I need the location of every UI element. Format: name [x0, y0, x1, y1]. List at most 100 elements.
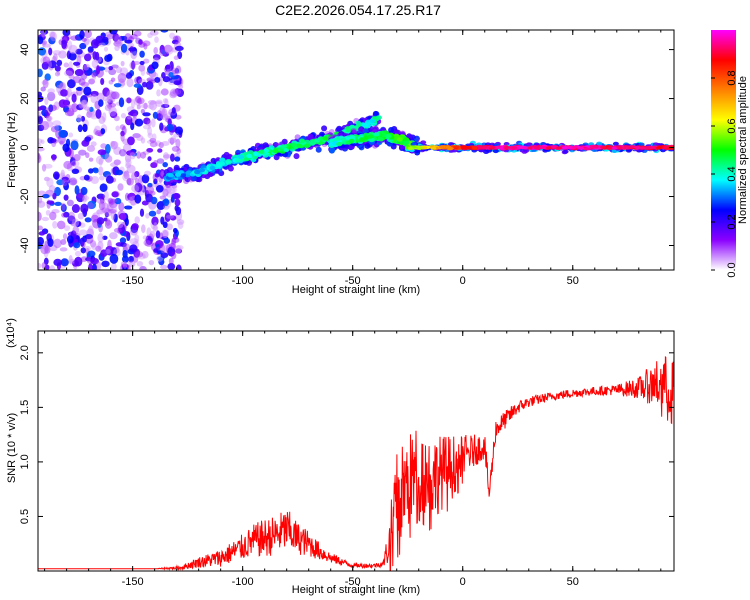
spectrogram-blob [166, 214, 174, 219]
spectrogram-blob [225, 160, 232, 165]
spectrogram-blob [139, 50, 145, 58]
spectrogram-blob [138, 41, 146, 48]
spectrogram-blob [147, 132, 153, 139]
spectrogram-blob [73, 154, 81, 162]
spectrogram-blob [362, 128, 369, 135]
spectrogram-blob [171, 237, 180, 243]
spectrogram-blob [58, 99, 68, 108]
spectrogram-blob [62, 30, 71, 37]
spectrogram-blob [49, 211, 57, 221]
spectrogram-blob [662, 145, 669, 149]
spectrogram-blob [91, 242, 97, 251]
spectrogram-blob [126, 115, 133, 120]
spectrogram-blob [124, 218, 129, 226]
snr-frame [37, 330, 675, 572]
spectrogram-blob [174, 156, 181, 162]
spectrogram-blob [134, 182, 143, 193]
spectrogram-blob [167, 246, 176, 257]
spectrogram-blob [349, 124, 356, 130]
spectrogram-blob [63, 194, 69, 201]
spectrogram-blob [70, 156, 76, 166]
spectrogram-blob [78, 229, 88, 236]
spectrogram-blob [52, 192, 57, 200]
spectrogram-blob [56, 179, 65, 186]
spectrogram-blob [489, 145, 496, 149]
spectrogram-blob [149, 30, 159, 36]
spectrogram-blob [321, 125, 328, 132]
spectrogram-blob [134, 251, 144, 258]
spectrogram-blob [87, 46, 94, 53]
spectrogram-blob [64, 98, 70, 109]
spectrogram-blob [139, 60, 145, 66]
spectrogram-blob [60, 169, 65, 178]
spectrogram-blob [38, 146, 45, 152]
spectrogram-blob [167, 137, 177, 144]
spectrogram-blob [280, 144, 287, 149]
spectrogram-blob [75, 48, 83, 55]
spectrogram-blob [47, 91, 56, 102]
spectrogram-blob [113, 213, 118, 223]
spectrogram-blob [71, 102, 79, 113]
spectrogram-blob [81, 37, 87, 42]
spectrogram-blob [99, 175, 105, 181]
spectrogram-blob [111, 262, 117, 270]
spectrogram-blob [120, 43, 128, 53]
spectrogram-blob [54, 65, 61, 72]
spectrogram-blob [71, 161, 77, 167]
spectrogram-blob [219, 157, 226, 162]
colorbar-tick-label: 0.2 [726, 214, 738, 229]
spectrogram-blob [95, 155, 104, 165]
spectrogram-blob [93, 128, 98, 135]
spectrogram-blob [137, 97, 145, 105]
spectrogram-blob [88, 157, 94, 162]
spectrogram-blob [281, 138, 288, 145]
spectrogram-blob [133, 96, 142, 106]
spectrogram-blob [119, 124, 126, 130]
spectrogram-x-label: Height of straight line (km) [292, 284, 420, 296]
spectrogram-blob [369, 126, 376, 133]
spectrogram-blob [74, 69, 84, 77]
spectrogram-blob [104, 152, 111, 162]
spectrogram-blob [315, 146, 322, 153]
spectrogram-blob [132, 254, 139, 263]
spectrogram-blob [107, 103, 113, 109]
spectrogram-blob [173, 80, 182, 86]
spectrogram-blob [40, 244, 49, 255]
spectrogram-blob [173, 133, 180, 138]
spectrogram-blob [175, 264, 182, 270]
spectrogram-blob [108, 209, 117, 214]
spectrogram-blob [65, 67, 75, 77]
spectrogram-blob [175, 172, 181, 177]
snr-y-tick-label: 0.5 [19, 509, 31, 524]
spectrogram-blob [58, 129, 68, 138]
spectrogram-blob [70, 103, 76, 110]
spectrogram-blob [108, 79, 114, 85]
spectrogram-blob [166, 123, 174, 132]
spectrogram-blob [84, 53, 92, 62]
spectrogram-blob [166, 223, 173, 231]
spectrogram-blob [67, 40, 73, 51]
spectrogram-blob [238, 154, 244, 160]
snr-panel: -150 -100 -50 0 50 0.5 1.0 1.5 2.0 (x10⁴) Heigh… [5, 318, 675, 596]
spectrogram-blob [91, 59, 99, 69]
spectrogram-blob [75, 86, 83, 91]
spectrogram-blob [453, 145, 460, 149]
spectrogram-blob [105, 245, 114, 256]
spectrogram-blob [54, 71, 61, 77]
spectrogram-blob [173, 55, 179, 61]
spectrogram-blob [596, 141, 603, 146]
spectrogram-blob [71, 204, 80, 213]
spectrogram-blob [126, 97, 132, 104]
spectrogram-blob [48, 36, 56, 45]
spectrogram-blob [174, 205, 179, 212]
spectrogram-blob [123, 171, 128, 177]
spectrogram-blob [151, 216, 159, 226]
spectrogram-blob [131, 223, 139, 231]
spectrogram-blob [68, 132, 74, 138]
spectrogram-y-label: Frequency (Hz) [6, 112, 18, 188]
spectrogram-blob [81, 103, 86, 108]
spectrogram-y-tick-label: 40 [19, 43, 31, 55]
spectrogram-blob [130, 49, 138, 60]
spectrogram-blob [163, 44, 173, 53]
spectrogram-blob [430, 146, 437, 150]
